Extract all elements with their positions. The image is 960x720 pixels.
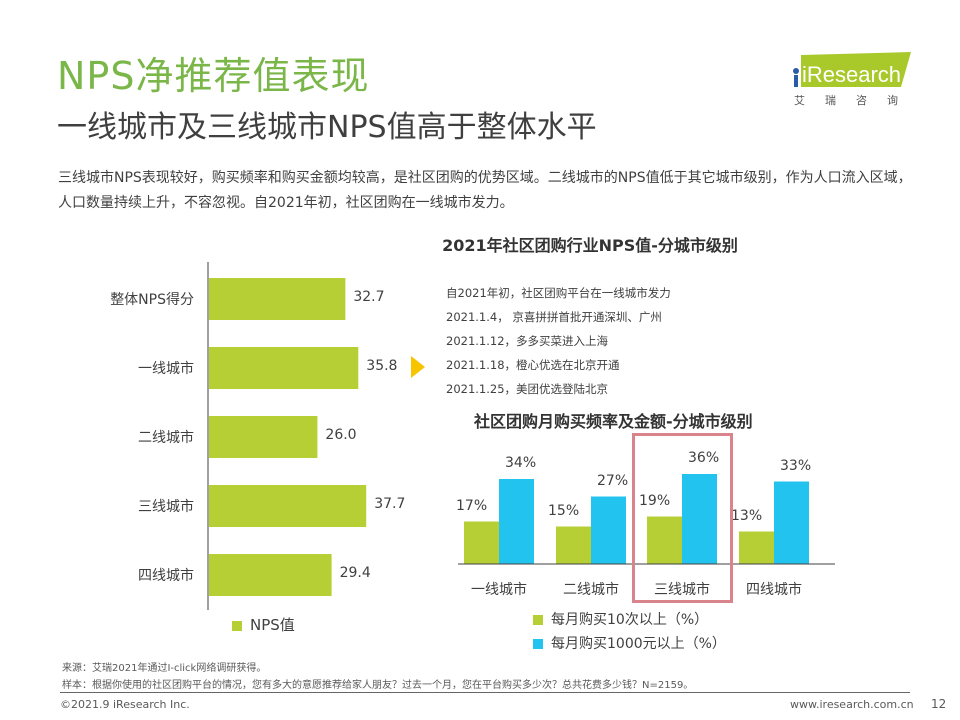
purchase-legend: 每月购买10次以上（%） 每月购买1000元以上（%） xyxy=(533,608,726,656)
amount-bar xyxy=(774,481,809,564)
legend-swatch-blue xyxy=(533,639,543,649)
amount-bar xyxy=(499,479,534,564)
amount-value-label: 36% xyxy=(688,450,720,466)
page-subtitle: 一线城市及三线城市NPS值高于整体水平 xyxy=(57,110,597,145)
legend-label-amount: 每月购买1000元以上（%） xyxy=(551,636,726,652)
frequency-value-label: 15% xyxy=(548,502,580,519)
legend-swatch-green xyxy=(232,620,242,631)
nps-legend: NPS值 xyxy=(232,614,295,635)
amount-bar xyxy=(591,496,626,564)
nps-chart-title: 2021年社区团购行业NPS值-分城市级别 xyxy=(442,236,738,255)
logo-chinese: 艾瑞咨询 xyxy=(794,94,918,107)
nps-bar xyxy=(209,485,367,527)
nps-category-label: 二线城市 xyxy=(138,430,194,446)
website-link[interactable]: www.iresearch.com.cn xyxy=(790,698,914,711)
nps-bar xyxy=(209,554,332,596)
description: 三线城市NPS表现较好，购买频率和购买金额均较高，是社区团购的优势区域。二线城市… xyxy=(58,170,912,211)
nps-bar xyxy=(209,278,346,320)
frequency-value-label: 17% xyxy=(456,497,488,514)
note-item: 自2021年初，社区团购平台在一线城市发力 xyxy=(446,286,671,300)
note-item: 2021.1.25，美团优选登陆北京 xyxy=(446,382,609,396)
note-item: 2021.1.12，多多买菜进入上海 xyxy=(446,334,609,348)
nps-category-label: 一线城市 xyxy=(138,361,194,377)
iresearch-logo: iResearch xyxy=(793,52,911,87)
amount-value-label: 34% xyxy=(505,455,537,471)
frequency-value-label: 13% xyxy=(731,507,763,524)
highlight-box-third-tier xyxy=(632,433,733,603)
amount-value-label: 33% xyxy=(780,457,812,474)
logo-banner xyxy=(801,52,911,87)
nps-bar xyxy=(209,347,359,389)
footer-divider xyxy=(60,692,910,693)
frequency-bar xyxy=(464,521,499,564)
footer-notes: 来源：艾瑞2021年通过I-click网络调研获得。 样本：根据你使用的社区团购… xyxy=(62,660,693,694)
frequency-bar xyxy=(556,526,591,564)
amount-value-label: 27% xyxy=(597,472,629,489)
footer-sample: 样本：根据你使用的社区团购平台的情况，您有多大的意愿推荐给家人朋友？过去一个月，… xyxy=(62,680,694,691)
timeline-notes: 自2021年初，社区团购平台在一线城市发力 2021.1.4， 京喜拼拼首批开通… xyxy=(446,281,671,401)
copyright: ©2021.9 iResearch Inc. xyxy=(60,698,190,711)
nps-value-label: 35.8 xyxy=(366,358,398,374)
page-title: NPS净推荐值表现 xyxy=(57,54,370,98)
note-item: 2021.1.18，橙心优选在北京开通 xyxy=(446,358,620,372)
logo-text: iResearch xyxy=(802,62,901,87)
logo-i-stem xyxy=(794,75,798,87)
nps-value-label: 29.4 xyxy=(339,565,371,581)
legend-swatch-green xyxy=(533,615,543,625)
page-number: 12 xyxy=(931,697,947,711)
nps-category-label: 四线城市 xyxy=(138,568,194,584)
purchase-category-label: 二线城市 xyxy=(563,582,619,598)
note-item: 2021.1.4， 京喜拼拼首批开通深圳、广州 xyxy=(446,310,662,324)
purchase-category-label: 一线城市 xyxy=(471,582,527,598)
arrow-right-icon xyxy=(411,356,425,378)
amount-bar xyxy=(682,474,717,564)
nps-value-label: 26.0 xyxy=(325,427,357,443)
frequency-value-label: 19% xyxy=(639,492,671,509)
nps-bar xyxy=(209,416,318,458)
frequency-bar xyxy=(739,531,774,564)
nps-category-label: 三线城市 xyxy=(138,499,194,515)
frequency-bar xyxy=(647,516,682,564)
purchase-category-label: 四线城市 xyxy=(746,582,802,598)
logo-dot xyxy=(793,68,799,74)
nps-value-label: 37.7 xyxy=(374,496,406,512)
footer-source: 来源：艾瑞2021年通过I-click网络调研获得。 xyxy=(62,663,267,674)
nps-category-label: 整体NPS得分 xyxy=(110,292,194,308)
legend-label-frequency: 每月购买10次以上（%） xyxy=(551,612,709,628)
purchase-chart-title: 社区团购月购买频率及金额-分城市级别 xyxy=(474,412,753,431)
nps-value-label: 32.7 xyxy=(353,289,385,305)
purchase-category-label: 三线城市 xyxy=(654,582,710,598)
legend-label-nps: NPS值 xyxy=(250,616,295,634)
